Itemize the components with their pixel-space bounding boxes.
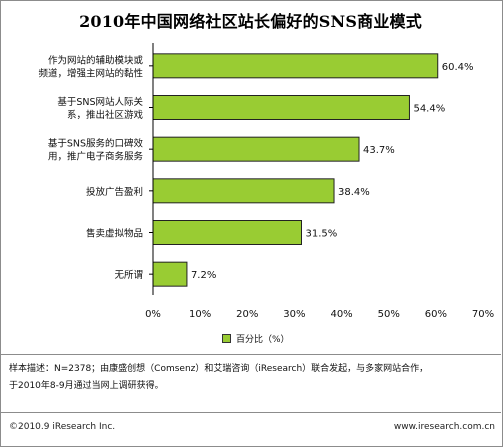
legend-swatch (222, 334, 231, 343)
x-tick-label: 40% (330, 309, 352, 320)
sample-note-line-2: 于2010年8-9月通过当网上调研获得。 (9, 381, 164, 391)
bar (152, 261, 188, 287)
chart-title: 2010年中国网络社区站长偏好的SNS商业模式 (79, 12, 422, 31)
bar-value-label: 54.4% (413, 104, 445, 115)
bar (152, 178, 335, 204)
note-separator (0, 354, 501, 355)
sample-note-line-1: 样本描述：N=2378；由康盛创想（Comsenz）和艾瑞咨询（iResearc… (9, 364, 429, 374)
bar-value-label: 38.4% (338, 187, 370, 198)
bar-value-label: 60.4% (442, 62, 474, 73)
category-label: 系，推出社区游戏 (67, 109, 144, 121)
category-label: 投放广告盈利 (86, 186, 143, 198)
x-tick-label: 30% (283, 309, 305, 320)
category-label: 作为网站的辅助模块或 (48, 54, 144, 66)
bar-value-label: 7.2% (191, 270, 216, 281)
bar-value-label: 31.5% (306, 229, 338, 240)
x-tick-label: 20% (236, 309, 258, 320)
bar (152, 220, 302, 245)
legend-label: 百分比（%） (236, 335, 290, 345)
category-label: 用，推广电子商务服务 (48, 151, 144, 163)
x-tick-label: 50% (378, 309, 400, 320)
category-label: 售卖虚拟物品 (86, 228, 143, 240)
footer-separator (0, 412, 501, 413)
x-tick-label: 10% (189, 309, 211, 320)
category-label: 无所谓 (114, 269, 143, 281)
category-label: 基于SNS服务的口碑效 (48, 138, 144, 150)
legend: 百分比（%） (222, 332, 290, 345)
category-label: 频道，增强主网站的黏性 (38, 67, 143, 79)
bar (152, 136, 360, 162)
x-tick-label: 0% (145, 309, 161, 320)
bar (152, 95, 410, 120)
x-tick-label: 70% (472, 309, 494, 320)
x-tick-label: 60% (425, 309, 447, 320)
sample-note: 样本描述：N=2378；由康盛创想（Comsenz）和艾瑞咨询（iResearc… (9, 361, 497, 395)
category-label: 基于SNS网站人际关 (57, 96, 143, 108)
website: www.iresearch.com.cn (393, 422, 495, 432)
bar-value-label: 43.7% (363, 145, 395, 156)
copyright: ©2010.9 iResearch Inc. (9, 422, 116, 432)
bar (152, 53, 439, 79)
